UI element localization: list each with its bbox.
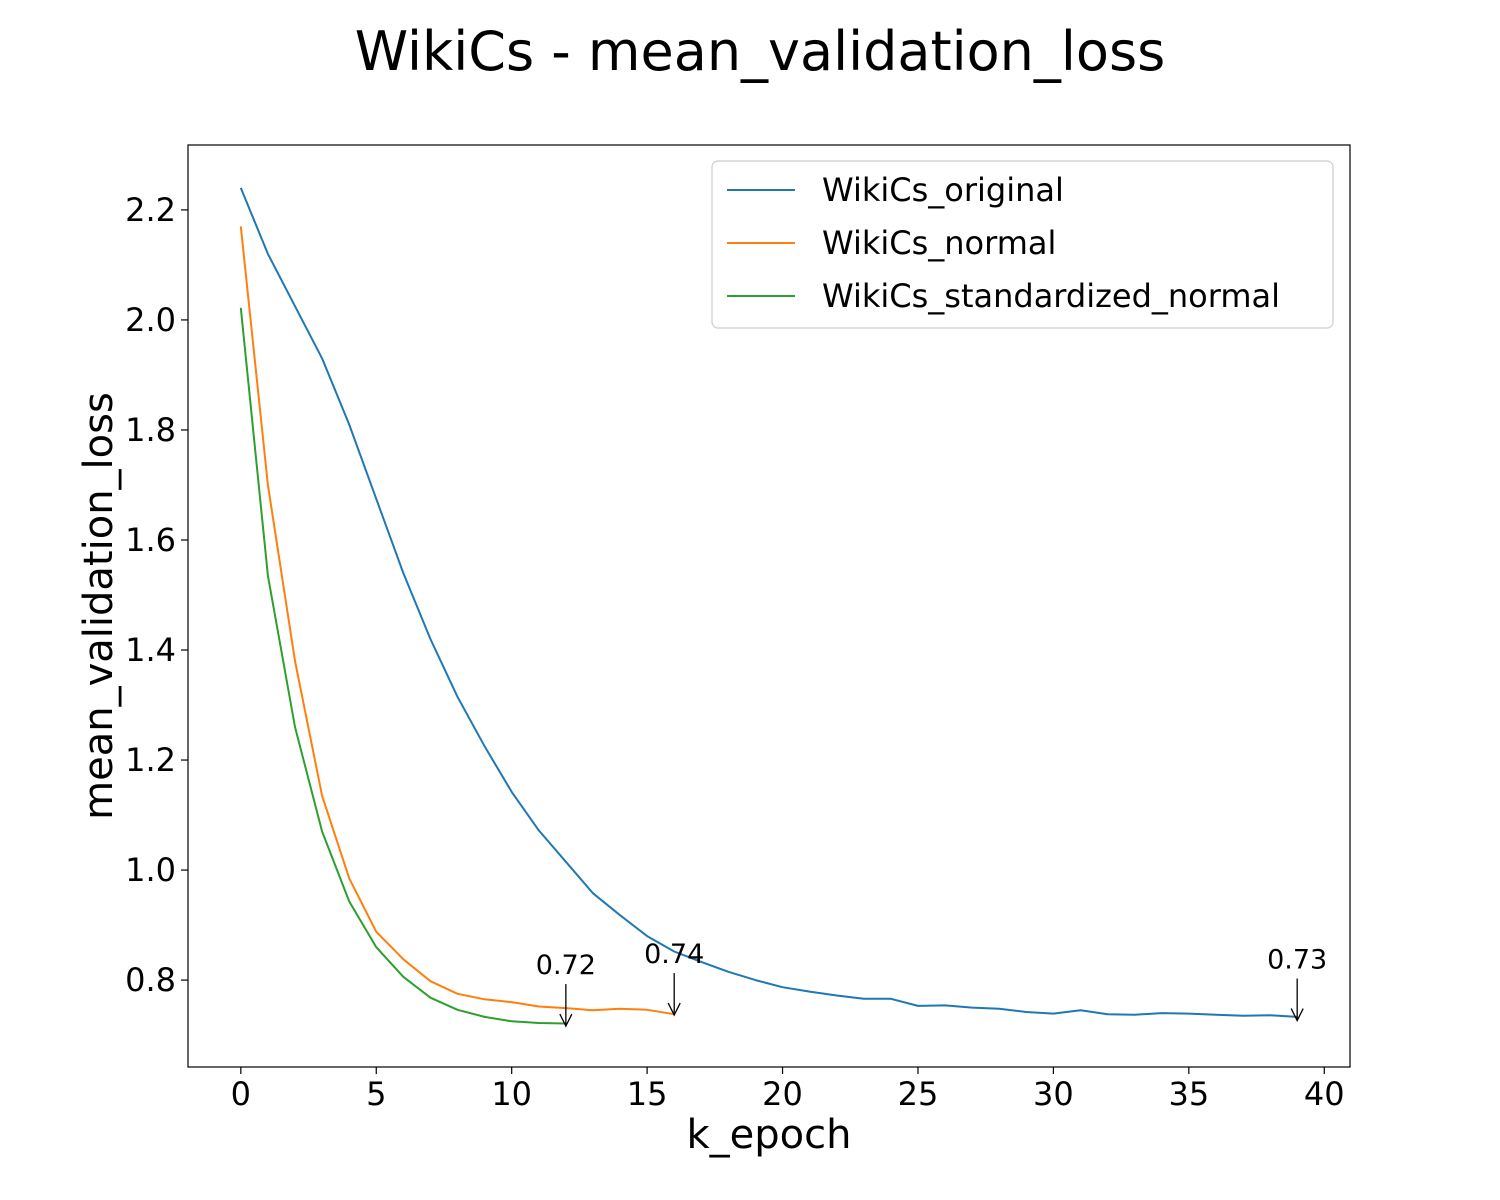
- x-tick-label: 40: [1304, 1075, 1345, 1113]
- legend-label: WikiCs_standardized_normal: [822, 277, 1280, 315]
- y-axis-label: mean_validation_loss: [76, 392, 122, 820]
- annotation-arrow-head: [559, 1013, 573, 1028]
- axis-ticks: 0 5 10 15 20 25 30 35 40 0.8 1.0 1.2 1.4 1.6 1.8 2.0 2.2: [125, 191, 1345, 1113]
- annotation-label: 0.73: [1267, 945, 1327, 976]
- annotation-arrow-head: [667, 1002, 681, 1017]
- series-line-WikiCs_normal: [239, 226, 675, 1016]
- y-tick-label: 1.6: [125, 521, 176, 559]
- chart-title: WikiCs - mean_validation_loss: [355, 20, 1165, 83]
- legend-label: WikiCs_normal: [822, 224, 1056, 262]
- x-tick-label: 10: [491, 1075, 532, 1113]
- x-tick-label: 0: [231, 1075, 251, 1113]
- legend-label: WikiCs_original: [822, 171, 1064, 209]
- annotation-label: 0.74: [644, 939, 704, 970]
- series-line-WikiCs_standardized_normal: [239, 307, 566, 1025]
- legend: WikiCs_original WikiCs_normal WikiCs_stand…: [711, 160, 1334, 329]
- y-tick-label: 1.4: [125, 631, 176, 669]
- series-lines: [239, 187, 1298, 1025]
- x-tick-label: 5: [366, 1075, 386, 1113]
- y-tick-label: 0.8: [125, 961, 176, 999]
- annotation-arrow-head: [1290, 1008, 1304, 1023]
- plot-frame: [187, 144, 1351, 1068]
- y-tick-label: 1.8: [125, 411, 176, 449]
- x-axis-label: k_epoch: [687, 1112, 852, 1158]
- series-line-WikiCs_original: [239, 187, 1298, 1018]
- plot-area: [187, 144, 1351, 1068]
- y-tick-label: 2.0: [125, 301, 176, 339]
- legend-box: [711, 160, 1334, 329]
- x-tick-label: 35: [1168, 1075, 1209, 1113]
- y-tick-label: 1.2: [125, 741, 176, 779]
- x-tick-label: 20: [762, 1075, 803, 1113]
- y-tick-label: 1.0: [125, 851, 176, 889]
- annotation-label: 0.72: [536, 950, 596, 981]
- annotations: 0.72 0.74 0.73: [536, 939, 1327, 1028]
- x-tick-label: 30: [1033, 1075, 1074, 1113]
- y-tick-label: 2.2: [125, 191, 176, 229]
- x-tick-label: 25: [898, 1075, 939, 1113]
- x-tick-label: 15: [627, 1075, 668, 1113]
